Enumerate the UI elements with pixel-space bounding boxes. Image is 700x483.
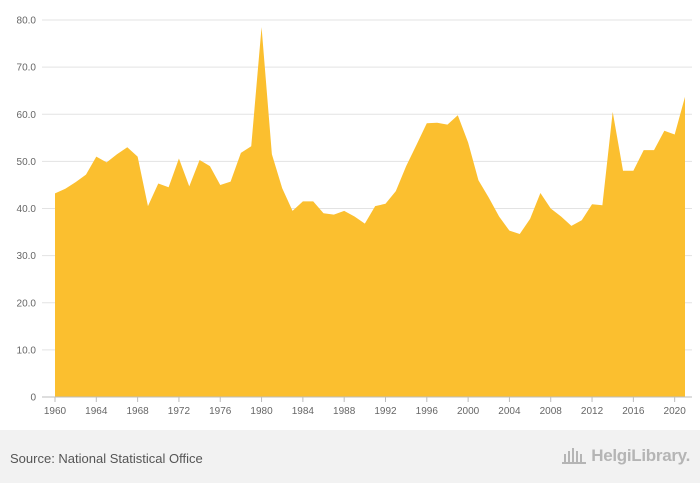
- x-tick-label: 1992: [374, 406, 397, 417]
- y-tick-label: 70.0: [17, 63, 37, 74]
- x-tick-label: 1984: [292, 406, 315, 417]
- x-tick-label: 1976: [209, 406, 232, 417]
- source-text: Source: National Statistical Office: [10, 451, 203, 466]
- x-tick-label: 1988: [333, 406, 356, 417]
- x-tick-label: 2004: [498, 406, 521, 417]
- x-tick-label: 1968: [126, 406, 149, 417]
- x-tick-label: 2000: [457, 406, 480, 417]
- y-tick-label: 20.0: [17, 298, 37, 309]
- y-tick-label: 50.0: [17, 157, 37, 168]
- x-tick-label: 2012: [581, 406, 604, 417]
- x-tick-label: 2008: [540, 406, 563, 417]
- library-building-icon: [562, 448, 587, 464]
- footer: Source: National Statistical Office Helg…: [0, 430, 700, 483]
- y-tick-label: 40.0: [17, 204, 37, 215]
- y-tick-label: 10.0: [17, 345, 37, 356]
- x-tick-label: 2020: [664, 406, 687, 417]
- area-series: [55, 27, 685, 397]
- x-tick-label: 1972: [168, 406, 191, 417]
- x-tick-label: 1980: [250, 406, 273, 417]
- x-tick-label: 2016: [622, 406, 645, 417]
- helgi-library-logo[interactable]: HelgiLibrary.: [561, 446, 690, 466]
- y-tick-label: 30.0: [17, 251, 37, 262]
- x-tick-label: 1964: [85, 406, 108, 417]
- area-fill: [55, 27, 685, 397]
- x-tick-label: 1960: [44, 406, 67, 417]
- logo-text: HelgiLibrary.: [591, 446, 690, 465]
- chart: 0 10.0 20.0 30.0 40.0 50.0 60.0 70.0 80.0 1960 196…: [17, 16, 692, 417]
- axes: 0 10.0 20.0 30.0 40.0 50.0 60.0 70.0 80.0 1960 196…: [17, 16, 692, 417]
- y-tick-label: 0: [30, 393, 36, 404]
- y-tick-label: 60.0: [17, 110, 37, 121]
- y-tick-label: 80.0: [17, 16, 37, 27]
- x-tick-label: 1996: [416, 406, 439, 417]
